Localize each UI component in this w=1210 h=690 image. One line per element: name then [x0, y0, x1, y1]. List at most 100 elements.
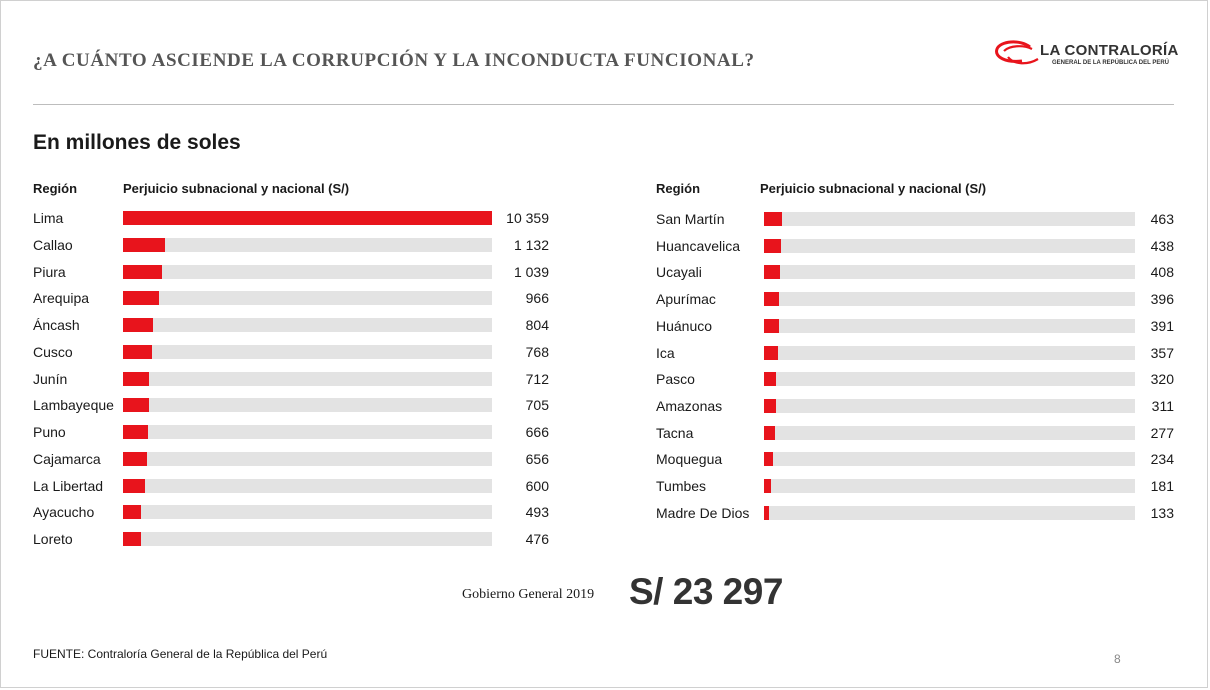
- bar-value-label: 476: [525, 531, 549, 547]
- bar-row: Cajamarca 656: [33, 450, 549, 467]
- bar-fill: [123, 291, 159, 306]
- bar-row: Loreto 476: [33, 531, 549, 547]
- bar-category-label: Cusco: [33, 343, 73, 360]
- total-value: S/ 23 297: [629, 571, 783, 612]
- bar-fill: [764, 238, 781, 253]
- logo-subtitle: GENERAL DE LA REPÚBLICA DEL PERÚ: [1052, 60, 1170, 66]
- bar-track: [764, 505, 1135, 520]
- bar-row: Tumbes 181: [656, 478, 1174, 494]
- bar-value-label: 391: [1150, 317, 1174, 334]
- bar-category-label: Amazonas: [656, 397, 723, 414]
- bar-fill: [123, 451, 148, 466]
- bar-row: Lima 10 359: [33, 210, 549, 226]
- bar-value-label: 357: [1150, 344, 1174, 361]
- bar-track: [123, 211, 492, 225]
- bar-value-label: 277: [1150, 424, 1174, 441]
- bar-value-label: 396: [1150, 291, 1174, 308]
- bar-track: [123, 344, 492, 359]
- bar-track: [123, 478, 492, 493]
- bar-track: [764, 292, 1135, 307]
- bar-value-label: 463: [1150, 211, 1174, 227]
- logo-name: LA CONTRALORÍA: [1040, 42, 1179, 59]
- bar-fill: [764, 372, 777, 387]
- bar-fill: [764, 318, 780, 333]
- bar-value-label: 656: [525, 450, 549, 467]
- bar-value-label: 438: [1150, 237, 1174, 254]
- bar-row: Moquegua 234: [656, 451, 1174, 468]
- bar-track: [123, 237, 492, 252]
- bar-category-label: Apurímac: [656, 291, 716, 308]
- bar-value-label: 181: [1150, 478, 1174, 494]
- bar-track: [764, 265, 1135, 280]
- bar-row: Madre De Dios 133: [656, 505, 1174, 521]
- bar-category-label: Ayacucho: [33, 504, 95, 521]
- bar-row: Ica 357: [656, 344, 1174, 361]
- bar-category-label: Puno: [33, 424, 66, 440]
- bar-category-label: Ica: [656, 344, 675, 361]
- bar-category-label: Piura: [33, 263, 66, 280]
- bar-fill: [123, 211, 492, 225]
- bar-value-label: 1 132: [513, 236, 549, 253]
- bar-fill: [764, 292, 780, 307]
- page-number: 8: [1114, 652, 1121, 666]
- bar-value-label: 600: [525, 477, 549, 494]
- source-note: FUENTE: Contraloría General de la Repúbl…: [33, 647, 328, 661]
- bar-track: [764, 238, 1135, 253]
- bar-category-label: Loreto: [33, 531, 73, 547]
- left-value-header: Perjuicio subnacional y nacional (S/): [123, 181, 350, 196]
- bar-category-label: Lambayeque: [33, 397, 114, 414]
- bar-track: [764, 479, 1135, 493]
- bar-track: [764, 345, 1135, 360]
- bar-fill: [123, 532, 141, 546]
- bar-category-label: Cajamarca: [33, 450, 101, 467]
- right-value-header: Perjuicio subnacional y nacional (S/): [760, 181, 987, 196]
- bar-fill: [123, 371, 150, 386]
- bar-fill: [764, 265, 780, 280]
- bar-track: [123, 505, 492, 520]
- bar-value-label: 966: [525, 290, 549, 307]
- bar-track: [764, 452, 1135, 467]
- bar-category-label: Lima: [33, 210, 64, 226]
- bar-value-label: 712: [525, 370, 549, 387]
- right-region-header: Región: [656, 181, 701, 196]
- bar-fill: [123, 237, 165, 252]
- bar-fill: [123, 505, 142, 520]
- bar-row: Cusco 768: [33, 343, 549, 360]
- bar-row: San Martín 463: [656, 211, 1174, 227]
- bar-row: Pasco 320: [656, 371, 1174, 388]
- bar-category-label: La Libertad: [33, 477, 104, 494]
- bar-track: [123, 451, 492, 466]
- bar-fill: [764, 398, 777, 413]
- bar-category-label: Tumbes: [656, 478, 707, 494]
- total-label: Gobierno General 2019: [462, 587, 595, 602]
- bar-fill: [123, 264, 162, 279]
- bar-fill: [123, 478, 146, 493]
- left-region-header: Región: [33, 181, 78, 196]
- bar-value-label: 1 039: [513, 263, 549, 280]
- bar-value-label: 804: [525, 317, 549, 333]
- bar-value-label: 408: [1150, 264, 1174, 281]
- title-divider: [33, 104, 1174, 105]
- bar-row: Callao 1 132: [33, 236, 549, 253]
- bar-category-label: Pasco: [656, 371, 695, 388]
- bar-category-label: Ucayali: [656, 264, 702, 281]
- bar-category-label: Tacna: [656, 424, 694, 441]
- bar-row: Amazonas 311: [656, 397, 1174, 414]
- contraloria-logo: LA CONTRALORÍA GENERAL DE LA REPÚBLICA D…: [994, 39, 1179, 73]
- bar-track: [764, 398, 1135, 413]
- bar-value-label: 234: [1150, 451, 1174, 468]
- chart-subtitle: En millones de soles: [33, 131, 241, 154]
- bar-row: Apurímac 396: [656, 291, 1174, 308]
- bar-track: [123, 318, 492, 332]
- bar-value-label: 705: [525, 397, 549, 414]
- bar-category-label: Arequipa: [33, 290, 90, 307]
- bar-category-label: San Martín: [656, 211, 725, 227]
- slide-title: ¿A CUÁNTO ASCIENDE LA CORRUPCIÓN Y LA IN…: [33, 50, 755, 71]
- bar-track: [123, 371, 492, 386]
- bar-category-label: Huánuco: [656, 317, 713, 334]
- bar-row: Huancavelica 438: [656, 237, 1174, 254]
- bar-row: Piura 1 039: [33, 263, 549, 280]
- bar-category-label: Huancavelica: [656, 237, 741, 254]
- bar-track: [123, 532, 492, 546]
